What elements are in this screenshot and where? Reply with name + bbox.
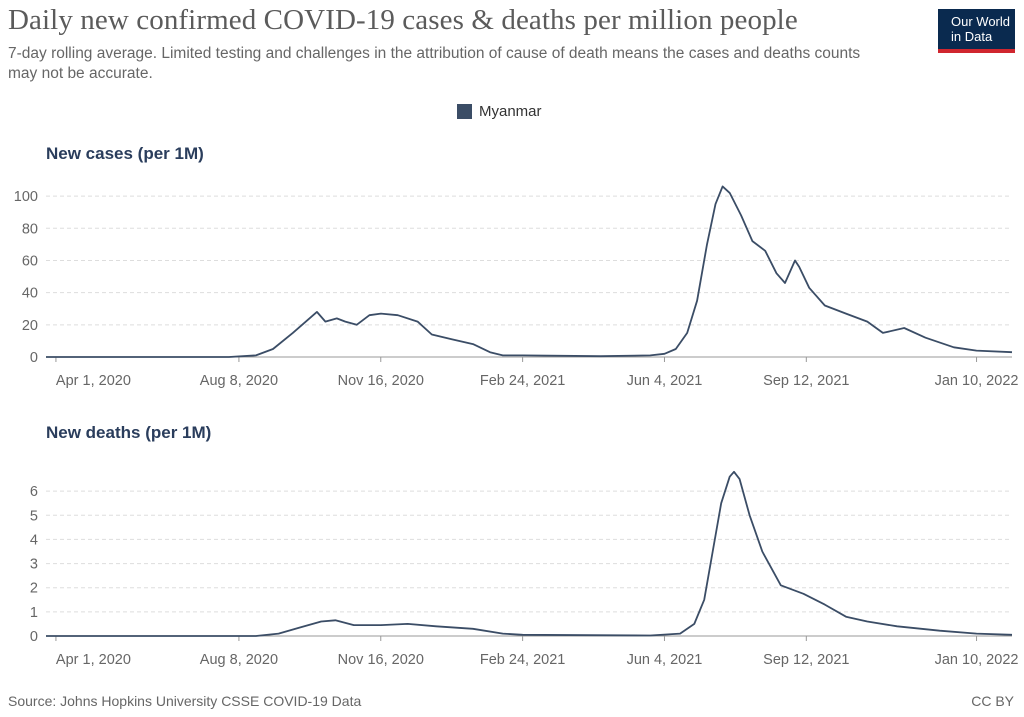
y-tick-label: 4 (30, 532, 38, 548)
y-tick-label: 80 (22, 221, 38, 237)
logo-line-2: in Data (951, 29, 993, 44)
y-tick-label: 1 (30, 605, 38, 621)
panel-title: New deaths (per 1M) (46, 423, 211, 442)
y-tick-label: 60 (22, 253, 38, 269)
logo-line-1: Our World (951, 14, 1010, 29)
x-tick-label: Aug 8, 2020 (200, 652, 278, 668)
x-tick-label: Feb 24, 2021 (480, 373, 565, 389)
owid-logo[interactable]: Our World in Data (938, 9, 1015, 53)
legend-swatch (457, 104, 472, 119)
x-tick-label: Jun 4, 2021 (627, 373, 703, 389)
panel-title: New cases (per 1M) (46, 144, 204, 163)
x-tick-label: Jan 10, 2022 (935, 373, 1019, 389)
y-tick-label: 100 (14, 189, 38, 205)
source-note[interactable]: Source: Johns Hopkins University CSSE CO… (8, 693, 362, 709)
x-tick-label: Nov 16, 2020 (338, 652, 424, 668)
x-tick-label: Aug 8, 2020 (200, 373, 278, 389)
x-tick-label: Jun 4, 2021 (627, 652, 703, 668)
x-tick-label: Sep 12, 2021 (763, 652, 849, 668)
x-tick-label: Jan 10, 2022 (935, 652, 1019, 668)
x-tick-label: Sep 12, 2021 (763, 373, 849, 389)
x-tick-label: Feb 24, 2021 (480, 652, 565, 668)
legend[interactable]: Myanmar (457, 103, 542, 120)
y-tick-label: 5 (30, 508, 38, 524)
y-tick-label: 40 (22, 286, 38, 302)
y-tick-label: 0 (30, 350, 38, 366)
series-line-myanmar (46, 470, 1013, 637)
x-tick-label: Nov 16, 2020 (338, 373, 424, 389)
y-tick-label: 3 (30, 557, 38, 573)
series-line-myanmar (46, 185, 1013, 358)
chart-subtitle: 7-day rolling average. Limited testing a… (8, 45, 861, 82)
x-tick-label: Apr 1, 2020 (56, 373, 131, 389)
x-tick-label: Apr 1, 2020 (56, 652, 131, 668)
y-tick-label: 0 (30, 629, 38, 645)
license-note[interactable]: CC BY (971, 693, 1014, 709)
chart-title: Daily new confirmed COVID-19 cases & dea… (8, 4, 798, 36)
y-tick-label: 6 (30, 484, 38, 500)
y-tick-label: 2 (30, 581, 38, 597)
y-tick-label: 20 (22, 318, 38, 334)
legend-label: Myanmar (479, 103, 542, 120)
